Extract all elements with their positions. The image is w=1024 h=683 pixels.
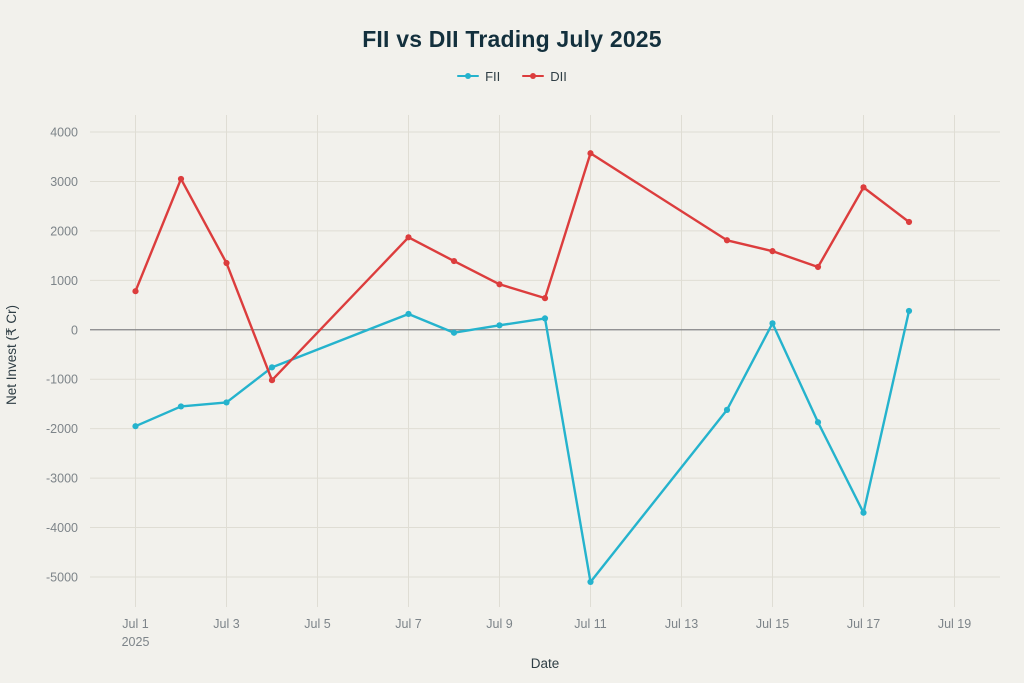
fii-legend-label: FII: [485, 68, 501, 84]
fii-point: [496, 322, 503, 329]
x-tick-label: Jul 1: [122, 617, 148, 631]
dii-point: [860, 184, 867, 191]
y-axis-title: Net Invest (₹ Cr): [4, 305, 19, 405]
dii-line: [134, 152, 911, 382]
dii-point: [450, 257, 458, 265]
plot-area: Net Invest (₹ Cr) 4000 3000 2000 1000 0 -1000…: [4, 115, 1000, 650]
dii-legend-label: DII: [550, 68, 567, 84]
fii-point: [860, 509, 867, 516]
fii-line: [134, 309, 911, 584]
dii-point: [769, 248, 776, 255]
fii-point: [814, 419, 822, 426]
legend-item-dii[interactable]: DII: [522, 69, 567, 84]
y-tick-label: 2000: [50, 224, 78, 238]
dii-point: [268, 377, 276, 384]
x-tick-sublabel: 2025: [122, 635, 150, 649]
x-tick-label: Jul 15: [756, 617, 789, 631]
fii-point: [405, 310, 412, 318]
y-tick-label: 0: [71, 323, 78, 337]
y-tick-label: 4000: [50, 126, 78, 140]
fii-point: [541, 315, 549, 322]
fii-point: [223, 399, 230, 406]
y-tick-label: 3000: [50, 175, 78, 189]
x-axis-title: Date: [530, 656, 560, 671]
dii-legend-line-marker: [522, 73, 545, 79]
legend-item-fii[interactable]: FII: [457, 69, 500, 84]
legend: FII DII: [0, 67, 1024, 85]
fii-point: [905, 307, 913, 315]
fii-point: [769, 320, 776, 327]
tick-labels: 4000 3000 2000 1000 0 -1000 -2000 -3000 -4000 -50…: [46, 126, 971, 650]
y-tick-label: -1000: [46, 373, 78, 387]
dii-point: [405, 234, 412, 241]
x-tick-label: Jul 9: [486, 617, 512, 631]
x-tick-label: Jul 11: [574, 617, 606, 631]
dii-point: [541, 295, 549, 302]
chart-title: FII vs DII Trading July 2025: [362, 26, 662, 52]
x-tick-label: Jul 19: [938, 617, 971, 631]
y-tick-label: -2000: [46, 422, 78, 436]
y-tick-label: -4000: [46, 521, 78, 535]
fii-point: [450, 329, 458, 336]
y-tick-label: -3000: [46, 472, 78, 486]
dii-point: [905, 218, 913, 226]
x-tick-label: Jul 5: [304, 617, 330, 631]
fii-point: [587, 578, 594, 586]
dii-point: [723, 237, 731, 244]
dii-legend-dot-marker: [530, 73, 537, 79]
x-tick-label: Jul 17: [847, 617, 880, 631]
x-tick-label: Jul 7: [395, 617, 421, 631]
fii-point: [723, 406, 731, 413]
dii-point: [177, 175, 185, 183]
y-tick-label: -5000: [46, 571, 78, 585]
y-tick-label: 1000: [50, 274, 78, 288]
dii-point: [814, 263, 822, 271]
dii-point: [587, 150, 594, 157]
x-tick-label: Jul 13: [665, 617, 698, 631]
fii-point: [268, 364, 276, 371]
fii-legend-line-marker: [457, 73, 480, 79]
x-tick-label: Jul 3: [213, 617, 239, 631]
dii-point: [132, 288, 139, 295]
fii-point: [177, 403, 185, 410]
fii-point: [132, 423, 139, 430]
fii-legend-dot-marker: [465, 73, 472, 79]
dii-point: [496, 281, 503, 288]
dii-point: [223, 259, 230, 267]
